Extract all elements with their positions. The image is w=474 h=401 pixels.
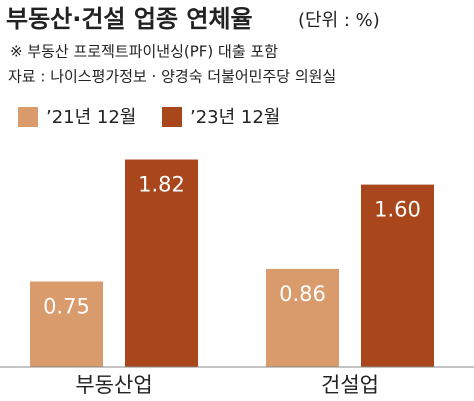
legend-swatch [18,107,38,127]
value-label: 0.75 [43,295,90,319]
value-label: 1.82 [138,173,185,197]
unit-label: (단위 : %) [298,10,380,31]
bar [125,159,198,367]
subtitle: ※ 부동산 프로젝트파이낸싱(PF) 대출 포함 [10,43,278,61]
value-label: 0.86 [279,282,326,306]
legend-label: ’21년 12월 [46,107,136,128]
legend-swatch [162,107,182,127]
bar [266,268,339,367]
chart-title: 부동산·건설 업종 연체율 [6,5,253,33]
x-tick-label: 건설업 [321,373,379,397]
bar [361,184,434,367]
source: 자료 : 나이스평가정보 · 양경숙 더불어민주당 의원실 [8,68,336,86]
x-tick-label: 부동산업 [75,373,152,397]
bar [30,281,103,367]
value-label: 1.60 [374,198,421,222]
legend-label: ’23년 12월 [190,107,280,128]
